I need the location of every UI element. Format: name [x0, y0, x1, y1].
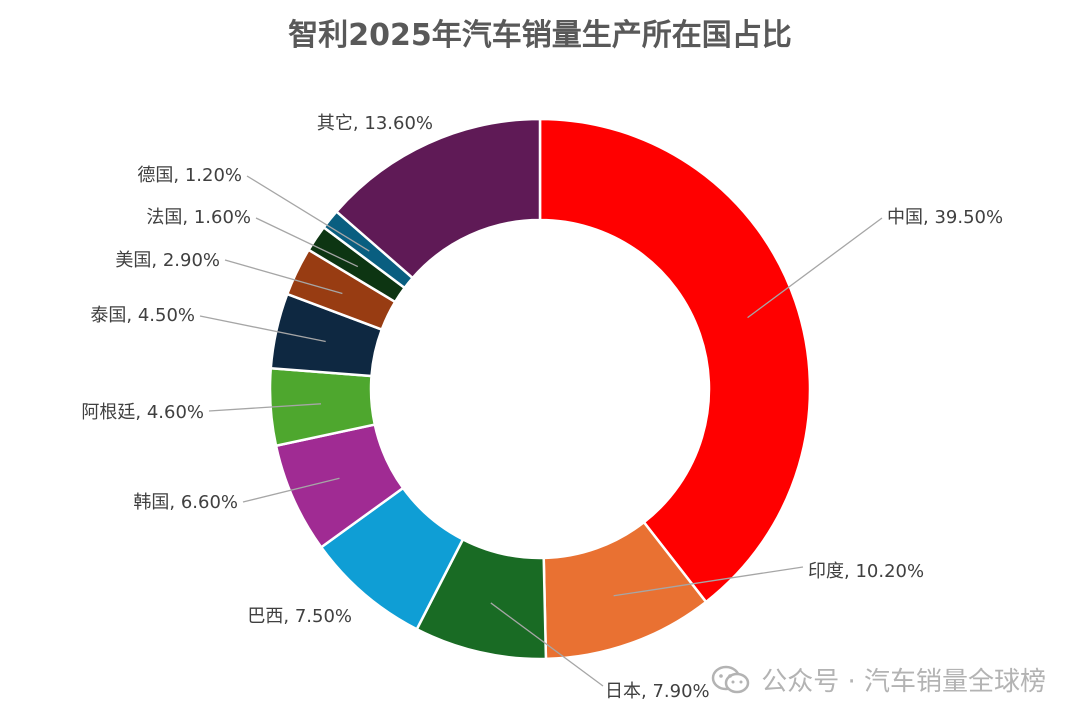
- leader-line-印度: [613, 566, 804, 597]
- leader-line-美国: [224, 259, 343, 295]
- data-label-泰国: 泰国, 4.50%: [90, 305, 195, 326]
- data-label-巴西: 巴西, 7.50%: [247, 606, 352, 627]
- watermark-text: 公众号 · 汽车销量全球榜: [761, 667, 1046, 697]
- leader-line-法国: [255, 217, 359, 268]
- data-label-阿根廷: 阿根廷, 4.60%: [81, 402, 204, 423]
- data-label-其它: 其它, 13.60%: [317, 113, 433, 134]
- watermark: 公众号 · 汽车销量全球榜: [711, 661, 1046, 698]
- data-label-中国: 中国, 39.50%: [887, 207, 1003, 228]
- leader-line-德国: [246, 175, 370, 252]
- data-label-日本: 日本, 7.90%: [605, 681, 710, 702]
- slice-中国: [538, 117, 812, 604]
- slices-group: [268, 117, 812, 661]
- leader-line-泰国: [199, 315, 326, 343]
- data-label-法国: 法国, 1.60%: [146, 207, 251, 228]
- leader-line-韩国: [242, 477, 340, 503]
- leader-line-中国: [747, 217, 883, 319]
- data-label-美国: 美国, 2.90%: [115, 250, 220, 271]
- data-label-德国: 德国, 1.20%: [137, 165, 242, 186]
- slice-其它: [334, 117, 542, 280]
- chart-title: 智利2025年汽车销量生产所在国占比: [288, 18, 792, 53]
- data-label-印度: 印度, 10.20%: [808, 561, 924, 582]
- leader-lines-group: [199, 175, 883, 687]
- labels-group: 中国, 39.50% 印度, 10.20% 日本, 7.90% 巴西, 7.50% 韩国…: [81, 113, 1003, 702]
- data-label-韩国: 韩国, 6.60%: [133, 492, 238, 513]
- leader-line-阿根廷: [208, 403, 322, 412]
- leader-line-日本: [490, 602, 604, 687]
- wechat-icon: [711, 665, 750, 693]
